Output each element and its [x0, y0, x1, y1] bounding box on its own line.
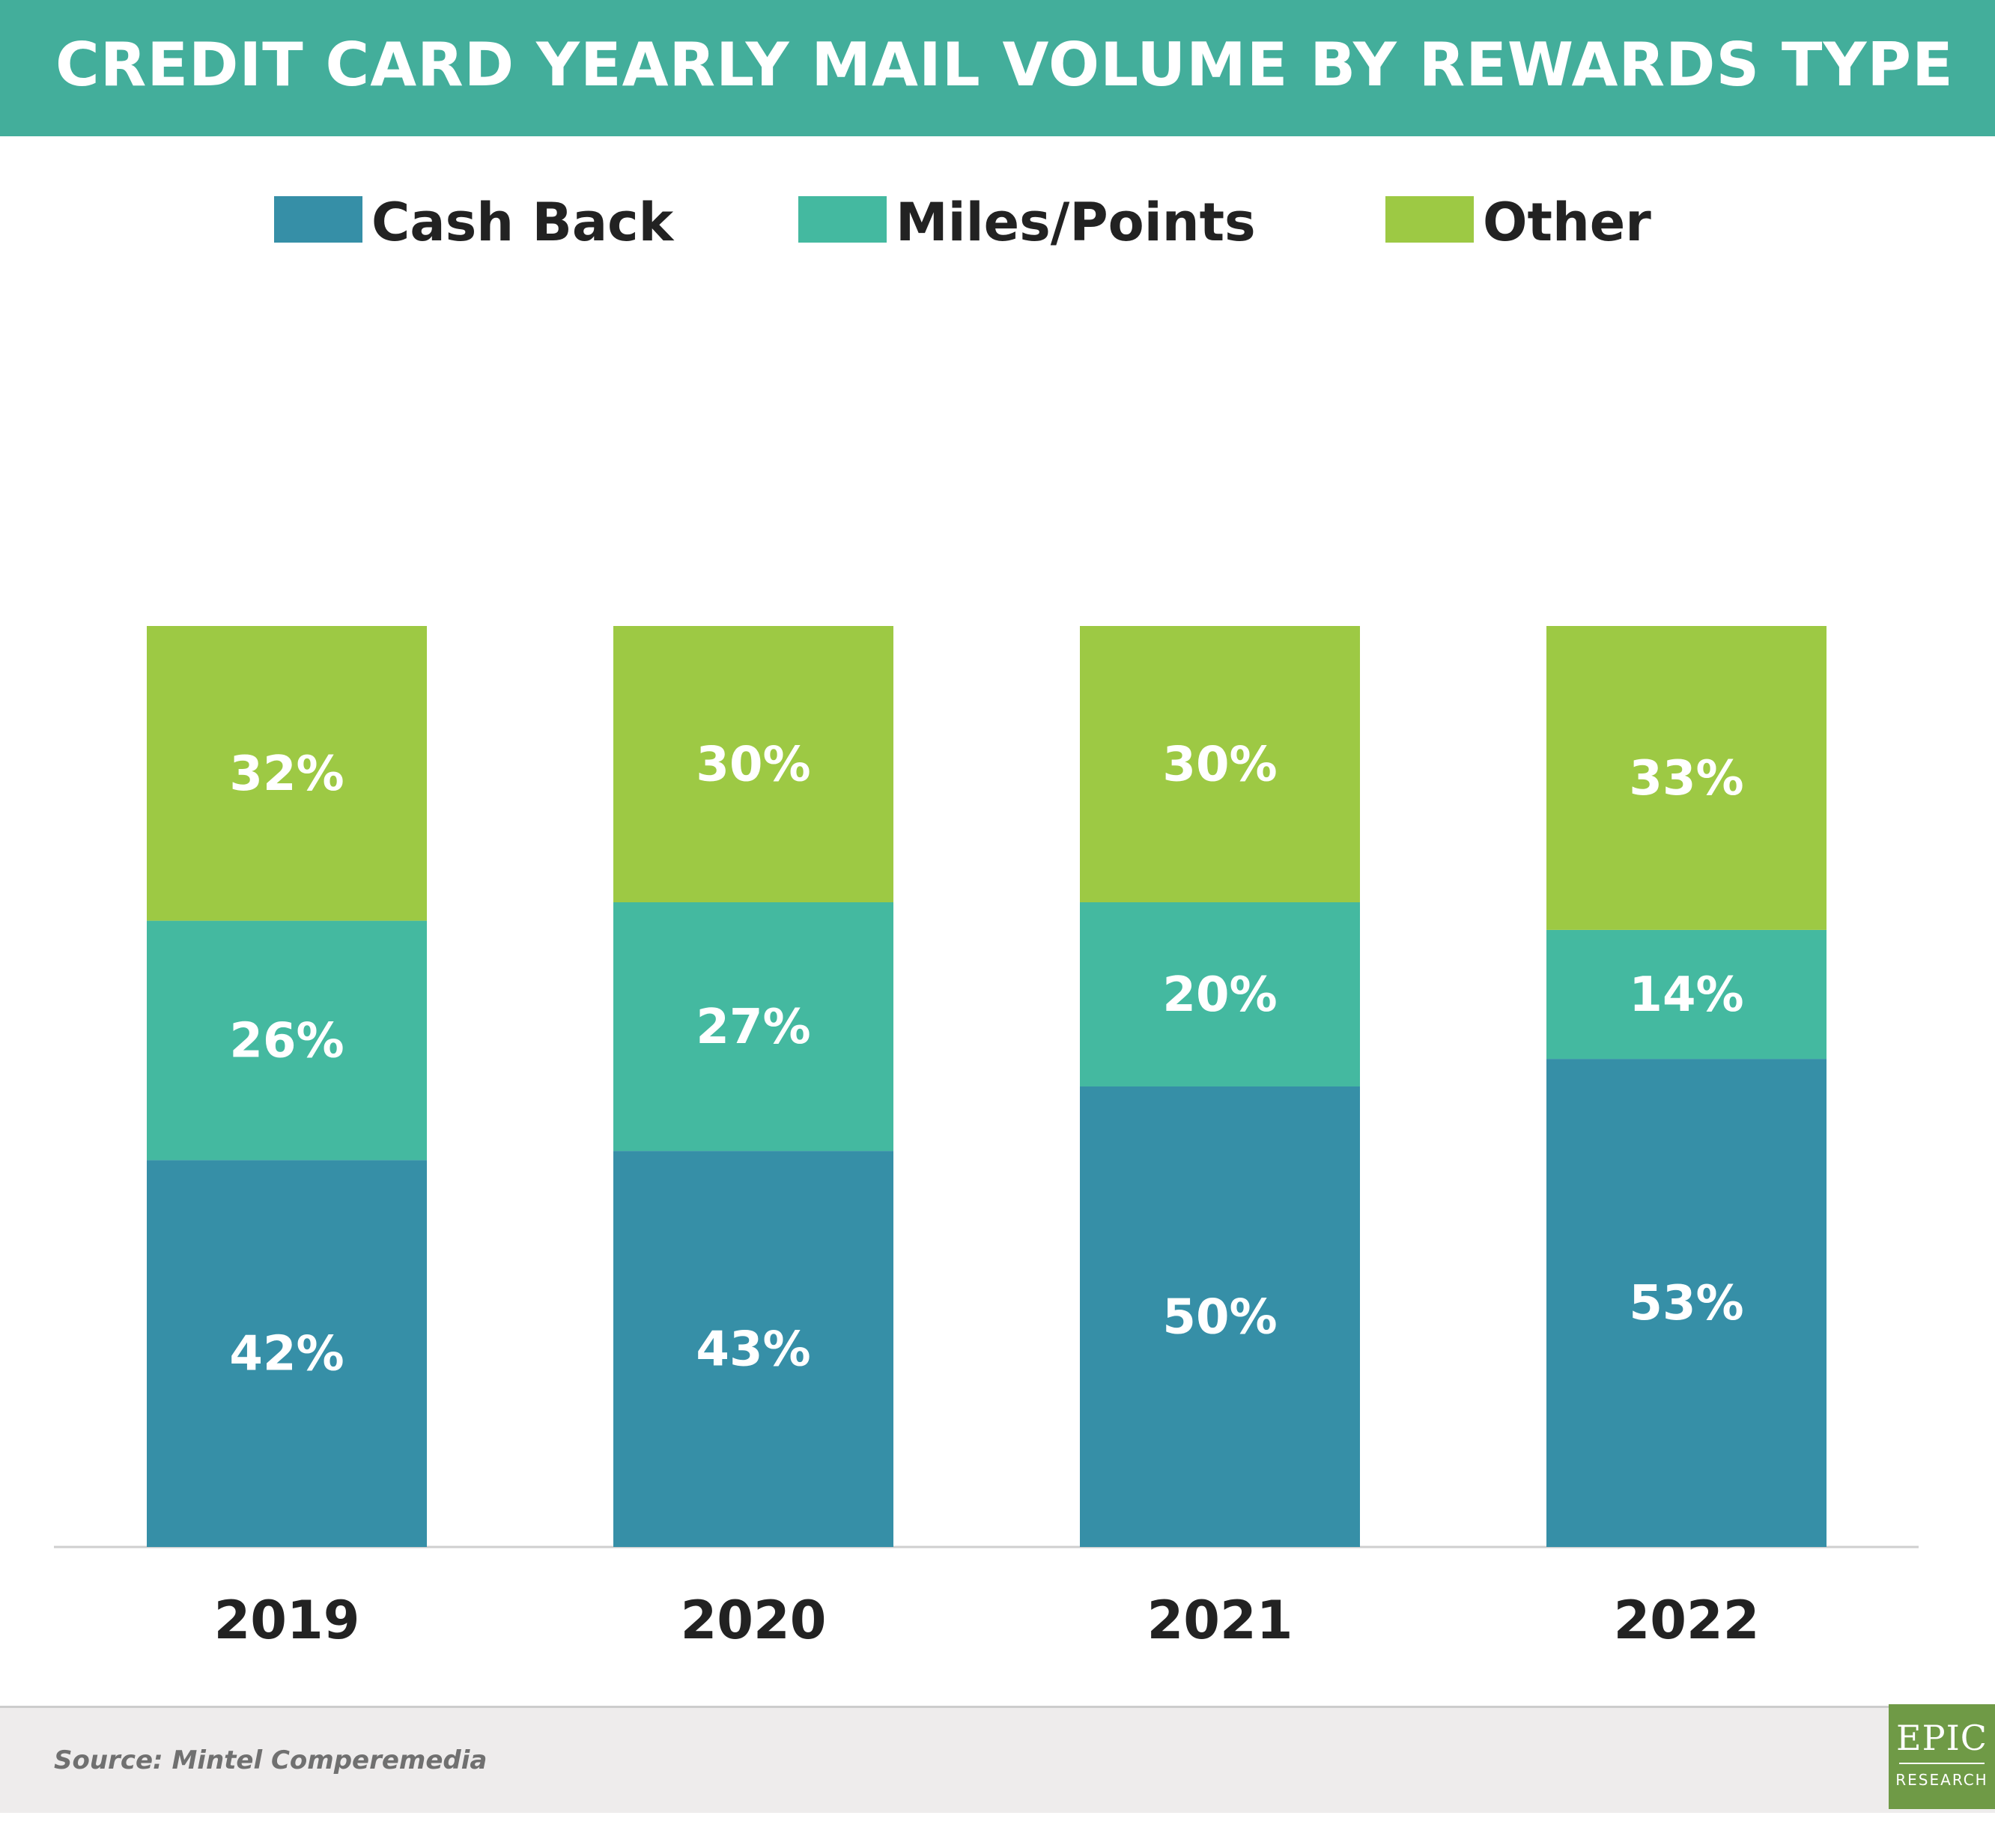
data-label-cash-back-2019: 42%	[229, 1327, 344, 1382]
data-label-cash-back-2021: 50%	[1162, 1290, 1277, 1346]
data-label-cash-back-2020: 43%	[696, 1322, 810, 1378]
epic-research-logo: EPIC RESEARCH	[1889, 1704, 1995, 1809]
bar-miles-points-2021	[1080, 902, 1360, 1086]
data-label-other-2021: 30%	[1162, 738, 1277, 793]
logo-sub-text: RESEARCH	[1895, 1771, 1988, 1789]
x-tick-label-2019: 2019	[214, 1590, 360, 1651]
x-tick-label-2021: 2021	[1147, 1590, 1293, 1651]
x-tick-label-2022: 2022	[1614, 1590, 1760, 1651]
legend-label-miles-points: Miles/Points	[896, 192, 1256, 253]
logo-divider	[1899, 1763, 1985, 1764]
stacked-bar-chart: 42% 26% 32% 2019 43% 27% 30% 2020 50% 20% 30% 2021 5…	[54, 626, 1919, 1651]
x-tick-label-2020: 2020	[681, 1590, 827, 1651]
legend-swatch-miles-points	[798, 196, 887, 243]
chart-title: CREDIT CARD YEARLY MAIL VOLUME BY REWARD…	[55, 30, 1954, 100]
bar-miles-points-2022	[1546, 929, 1827, 1060]
legend-swatch-other	[1385, 196, 1474, 243]
bar-miles-points-2019	[147, 920, 427, 1161]
legend-label-cash-back: Cash Back	[371, 192, 674, 253]
legend-label-other: Other	[1483, 192, 1651, 253]
data-label-cash-back-2022: 53%	[1629, 1276, 1743, 1331]
footer: Source: Mintel Comperemedia	[0, 1706, 1995, 1813]
bar-cash-back-2021	[1080, 1086, 1360, 1547]
data-label-miles-points-2019: 26%	[229, 1014, 344, 1069]
bar-other-2021	[1080, 626, 1360, 902]
bar-other-2020	[613, 626, 893, 902]
source-note: Source: Mintel Comperemedia	[54, 1745, 488, 1775]
header-banner: CREDIT CARD YEARLY MAIL VOLUME BY REWARD…	[0, 0, 1995, 136]
logo-main-text: EPIC	[1896, 1718, 1988, 1758]
bar-miles-points-2020	[613, 902, 893, 1152]
bar-cash-back-2020	[613, 1151, 893, 1547]
data-label-other-2019: 32%	[229, 747, 344, 802]
data-label-other-2020: 30%	[696, 738, 810, 793]
legend: Cash Back Miles/Points Other	[0, 189, 1995, 256]
bar-other-2019	[147, 626, 427, 921]
bar-cash-back-2022	[1546, 1059, 1827, 1547]
data-label-miles-points-2021: 20%	[1162, 967, 1277, 1023]
data-label-miles-points-2022: 14%	[1629, 967, 1743, 1023]
bar-cash-back-2019	[147, 1160, 427, 1547]
legend-swatch-cash-back	[274, 196, 362, 243]
data-label-miles-points-2020: 27%	[696, 1000, 810, 1055]
data-label-other-2022: 33%	[1629, 751, 1743, 806]
bar-other-2022	[1546, 626, 1827, 930]
